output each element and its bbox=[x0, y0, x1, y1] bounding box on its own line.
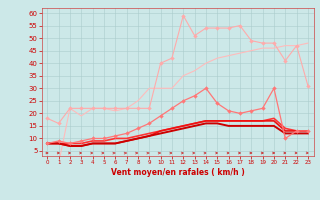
X-axis label: Vent moyen/en rafales ( km/h ): Vent moyen/en rafales ( km/h ) bbox=[111, 168, 244, 177]
